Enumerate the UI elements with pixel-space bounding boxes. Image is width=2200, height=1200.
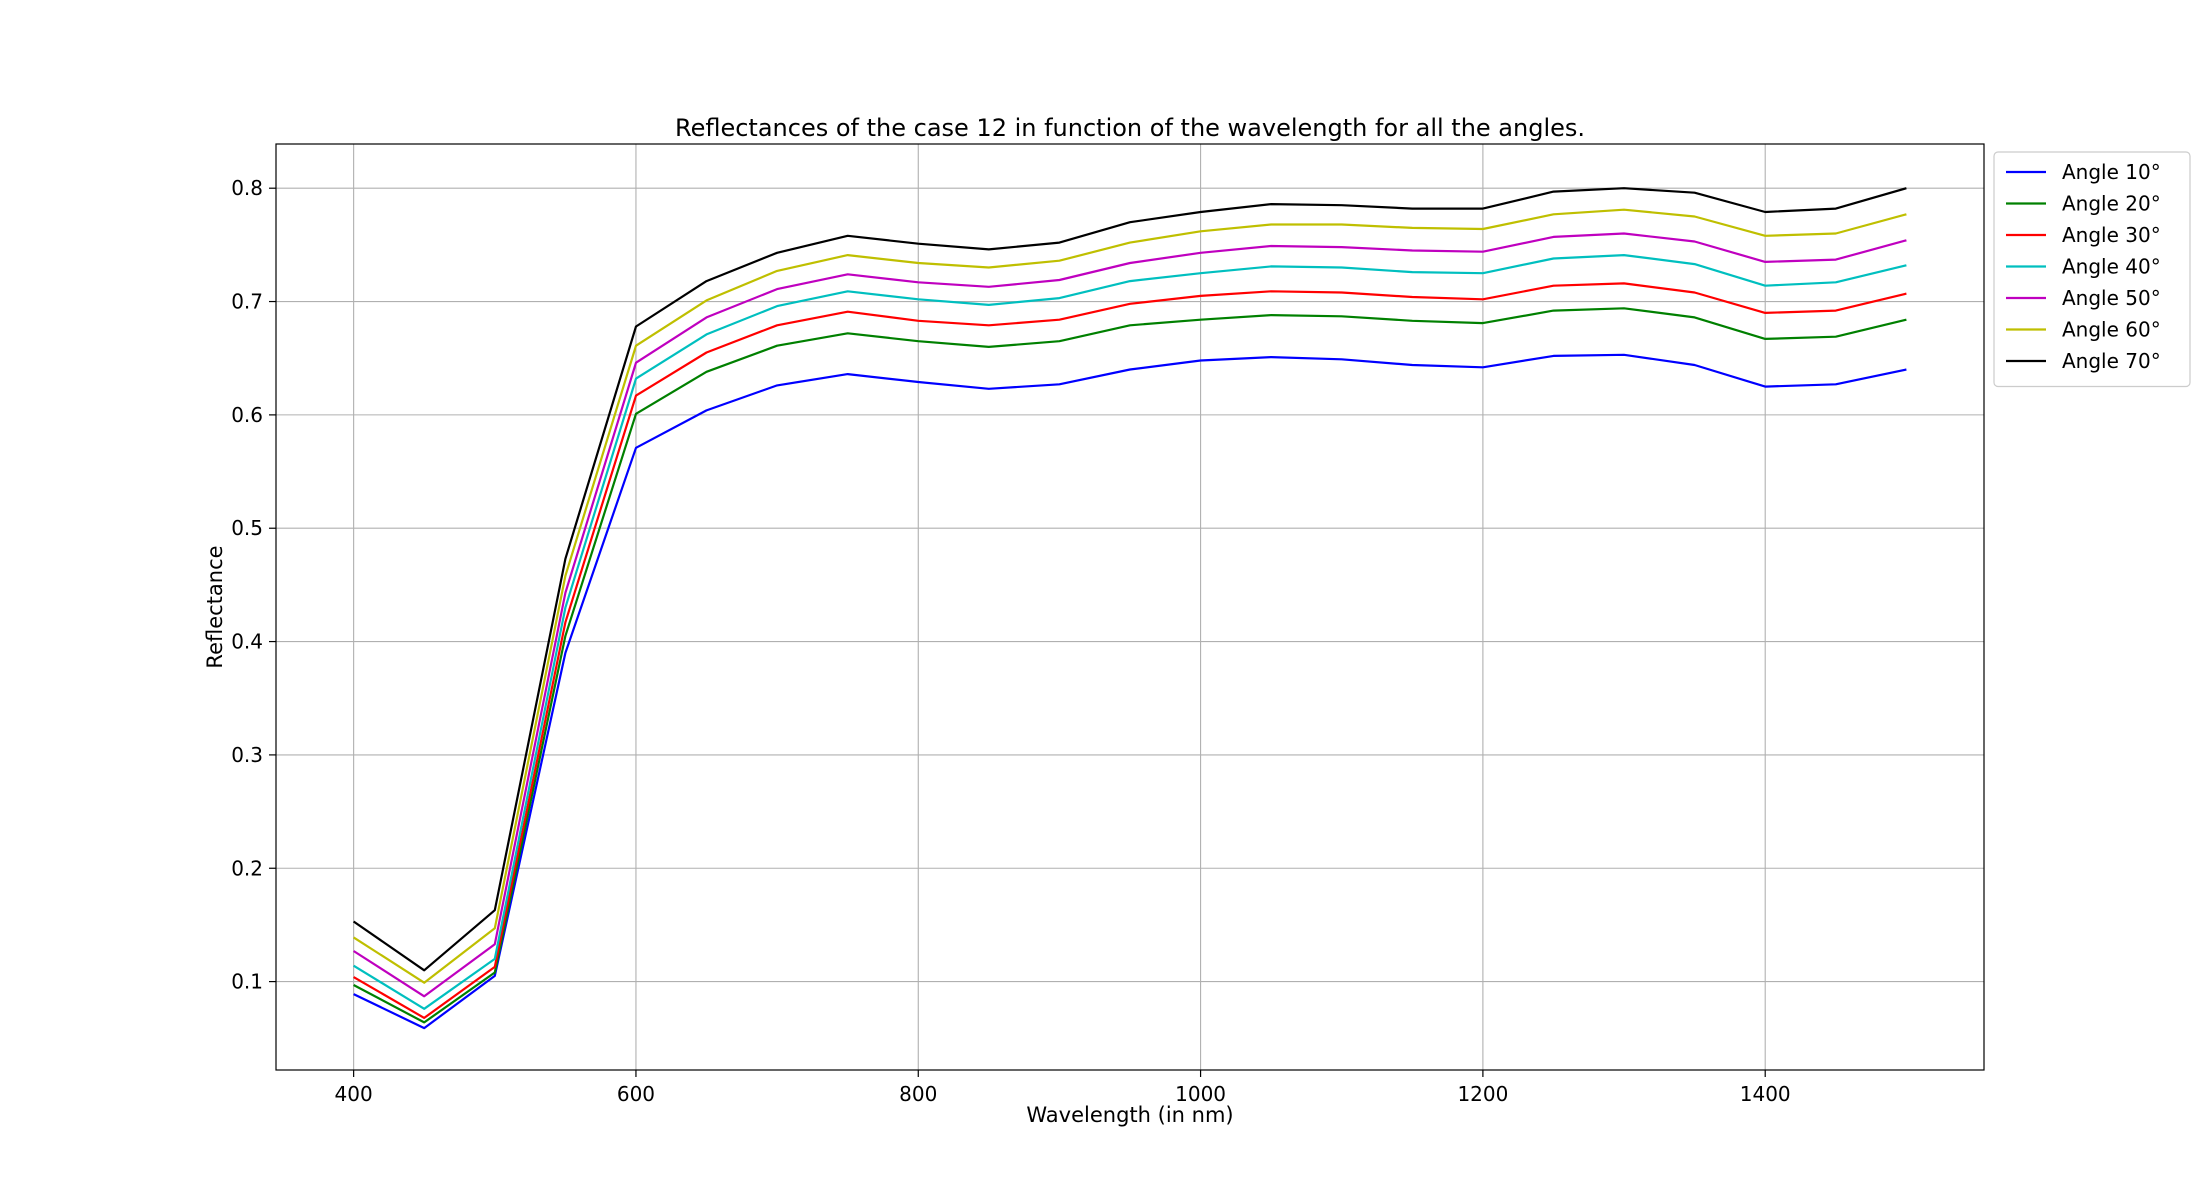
y-tick-label: 0.8 <box>231 176 263 200</box>
y-axis-label: Reflectance <box>203 545 227 668</box>
series-line-40-deg <box>353 254 1907 1010</box>
y-tick-label: 0.4 <box>231 630 263 654</box>
y-axis-ticks: 0.1 0.2 0.3 0.4 0.5 0.6 0.7 0.8 <box>231 176 276 994</box>
legend-label: Angle 30° <box>2062 223 2161 247</box>
legend-box <box>1993 151 2191 388</box>
series-lines <box>352 187 1907 1030</box>
x-axis-ticks: 400 600 800 1000 1200 1400 <box>335 1070 1791 1106</box>
y-tick-label: 0.3 <box>231 743 263 767</box>
x-tick-label: 1200 <box>1457 1082 1508 1106</box>
x-tick-label: 1000 <box>1175 1082 1226 1106</box>
legend-label: Angle 40° <box>2062 255 2161 279</box>
x-axis-label: Wavelength (in nm) <box>1026 1103 1233 1127</box>
chart-title: Reflectances of the case 12 in function … <box>675 114 1585 142</box>
series-line-20-deg <box>353 307 1907 1024</box>
series-line-30-deg <box>353 282 1907 1020</box>
series-line-10-deg <box>353 353 1907 1030</box>
legend-label: Angle 20° <box>2062 192 2161 216</box>
plot-frame <box>275 143 1985 1071</box>
series-line-60-deg <box>353 208 1907 984</box>
legend-label: Angle 60° <box>2062 318 2161 342</box>
y-tick-label: 0.1 <box>231 970 263 994</box>
x-tick-label: 1400 <box>1740 1082 1791 1106</box>
y-tick-label: 0.5 <box>231 516 263 540</box>
legend-label: Angle 70° <box>2062 349 2161 373</box>
y-tick-label: 0.2 <box>231 856 263 880</box>
series-line-70-deg <box>352 187 1907 972</box>
grid-lines <box>276 144 1984 1070</box>
legend-label: Angle 10° <box>2062 160 2161 184</box>
y-tick-label: 0.7 <box>231 290 263 314</box>
series-line-50-deg <box>353 232 1907 998</box>
x-tick-label: 600 <box>617 1082 655 1106</box>
y-tick-label: 0.6 <box>231 403 263 427</box>
legend-label: Angle 50° <box>2062 286 2161 310</box>
legend: Angle 10° Angle 20° Angle 30° Angle 40° Angl… <box>1993 151 2191 388</box>
x-tick-label: 800 <box>899 1082 937 1106</box>
x-tick-label: 400 <box>335 1082 373 1106</box>
